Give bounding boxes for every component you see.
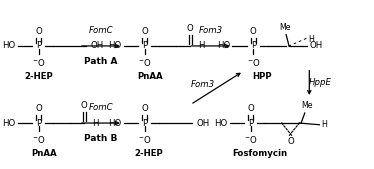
Text: Me: Me xyxy=(280,23,291,32)
Text: FomC: FomC xyxy=(89,26,113,35)
Text: Path B: Path B xyxy=(84,134,117,143)
Text: HO: HO xyxy=(217,41,230,51)
Text: HO: HO xyxy=(2,118,16,128)
Text: $^{-}$O: $^{-}$O xyxy=(244,134,258,145)
Text: H: H xyxy=(198,41,205,51)
Text: HppE: HppE xyxy=(309,78,332,87)
Text: O: O xyxy=(248,104,254,113)
Text: O: O xyxy=(35,27,42,36)
Text: O: O xyxy=(141,104,148,113)
Text: $^{-}$O: $^{-}$O xyxy=(138,56,151,67)
Text: HO: HO xyxy=(108,41,122,51)
Text: O: O xyxy=(141,27,148,36)
Text: O: O xyxy=(287,137,294,146)
Text: O: O xyxy=(81,101,88,110)
Text: 2-HEP: 2-HEP xyxy=(24,72,53,81)
Text: OH: OH xyxy=(309,41,322,51)
Text: $^{-}$O: $^{-}$O xyxy=(138,134,151,145)
Text: FomC: FomC xyxy=(89,103,113,112)
Text: H: H xyxy=(308,35,314,44)
Text: H: H xyxy=(321,120,327,129)
Text: OH: OH xyxy=(91,41,104,51)
Text: $^{-}$O: $^{-}$O xyxy=(246,56,260,67)
Text: P: P xyxy=(36,41,41,51)
Text: P: P xyxy=(248,118,253,128)
Text: $^{-}$O: $^{-}$O xyxy=(32,56,46,67)
Text: P: P xyxy=(142,118,147,128)
Text: Fosfomycin: Fosfomycin xyxy=(232,149,288,158)
Text: H: H xyxy=(92,118,99,128)
Text: P: P xyxy=(251,41,256,51)
Text: P: P xyxy=(142,41,147,51)
Text: Path A: Path A xyxy=(84,57,117,66)
Text: O: O xyxy=(35,104,42,113)
Text: Fom3: Fom3 xyxy=(191,80,215,89)
Text: PnAA: PnAA xyxy=(137,72,163,81)
Text: O: O xyxy=(187,23,194,33)
Text: $^{-}$O: $^{-}$O xyxy=(32,134,46,145)
Text: HO: HO xyxy=(2,41,16,51)
Text: HO: HO xyxy=(215,118,228,128)
Text: Me: Me xyxy=(301,101,312,111)
Text: HPP: HPP xyxy=(253,72,272,81)
Text: O: O xyxy=(250,27,257,36)
Text: PnAA: PnAA xyxy=(31,149,57,158)
Text: HO: HO xyxy=(108,118,122,128)
Text: Fom3: Fom3 xyxy=(199,26,223,35)
Text: 2-HEP: 2-HEP xyxy=(134,149,163,158)
Text: OH: OH xyxy=(197,118,210,128)
Text: P: P xyxy=(36,118,41,128)
